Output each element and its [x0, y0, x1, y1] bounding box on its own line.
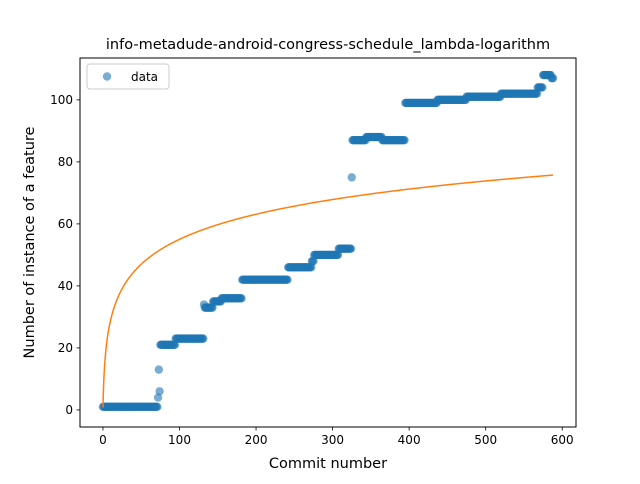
x-tick-label: 200 [245, 433, 268, 447]
y-tick-label: 60 [58, 217, 73, 231]
data-point [400, 135, 409, 145]
legend-box [86, 63, 170, 90]
data-point [283, 275, 292, 284]
legend-entry-data: data [131, 70, 158, 84]
x-tick-label: 300 [321, 433, 344, 447]
data-point [548, 73, 558, 83]
y-tick-label: 0 [65, 403, 73, 417]
x-tick-label: 0 [99, 433, 107, 447]
legend: data [86, 63, 170, 90]
y-axis-label: Number of instance of a feature [22, 126, 38, 358]
data-point [153, 402, 162, 412]
x-axis-label: Commit number [269, 456, 387, 472]
series-fit-line [102, 174, 554, 408]
data-point [237, 294, 246, 303]
x-tick-label: 500 [474, 433, 497, 447]
plot-marks [98, 70, 558, 412]
x-tick-label: 600 [551, 433, 574, 447]
data-point [154, 365, 164, 374]
legend-marker-data [102, 72, 112, 81]
y-tick-label: 80 [58, 155, 73, 169]
y-tick-label: 20 [58, 341, 73, 355]
y-axis-ticks: 0 20 40 60 80 100 [50, 93, 80, 417]
axes-frame [79, 57, 577, 428]
series-data-points [98, 70, 558, 412]
data-point [347, 173, 356, 182]
x-axis-ticks: 0 100 200 300 400 500 600 [99, 427, 574, 447]
data-point [346, 244, 356, 253]
y-tick-label: 40 [58, 279, 73, 293]
data-point [155, 387, 164, 396]
x-tick-label: 400 [398, 433, 421, 447]
data-point [199, 334, 208, 343]
chart-title: info-metadude-android-congress-schedule_… [106, 37, 550, 53]
y-tick-label: 100 [50, 93, 73, 107]
data-point [538, 83, 547, 92]
x-tick-label: 100 [168, 433, 191, 447]
